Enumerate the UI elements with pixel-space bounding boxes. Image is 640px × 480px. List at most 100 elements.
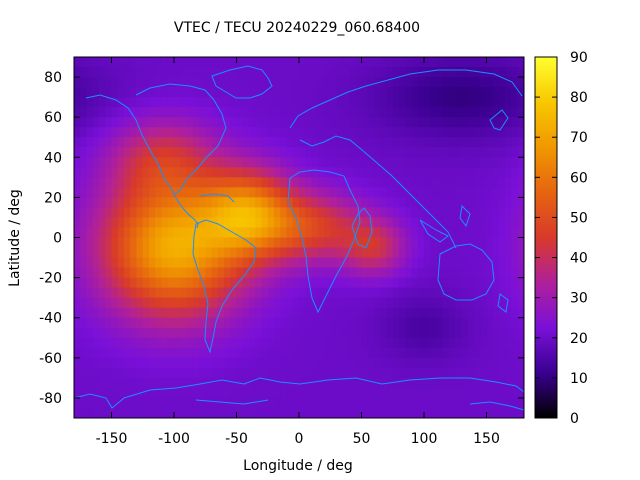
- heatmap-cell: [324, 367, 331, 379]
- heatmap-cell: [355, 107, 363, 118]
- heatmap-cell: [436, 267, 444, 279]
- heatmap-cell: [492, 237, 500, 249]
- y-tick-label: 0: [53, 231, 62, 247]
- heatmap-cell: [124, 167, 131, 178]
- heatmap-cell: [349, 267, 356, 279]
- heatmap-cell: [417, 117, 425, 128]
- heatmap-cell: [411, 207, 419, 219]
- heatmap-cell: [292, 137, 300, 148]
- heatmap-cell: [505, 377, 513, 389]
- heatmap-cell: [455, 147, 463, 158]
- heatmap-cell: [467, 187, 475, 198]
- heatmap-cell: [117, 227, 125, 239]
- heatmap-cell: [399, 327, 406, 339]
- heatmap-cell: [317, 77, 325, 88]
- heatmap-cell: [324, 67, 331, 78]
- heatmap-cell: [80, 127, 88, 138]
- heatmap-cell: [130, 247, 138, 259]
- heatmap-cell: [155, 367, 163, 379]
- heatmap-cell: [480, 147, 488, 158]
- heatmap-cell: [136, 297, 144, 309]
- heatmap-cell: [330, 297, 338, 309]
- heatmap-cell: [355, 317, 363, 329]
- heatmap-cell: [211, 367, 219, 379]
- heatmap-cell: [117, 287, 125, 299]
- heatmap-cell: [186, 87, 194, 98]
- heatmap-cell: [274, 127, 281, 138]
- heatmap-cell: [236, 327, 244, 339]
- heatmap-cell: [199, 387, 206, 399]
- heatmap-cell: [167, 347, 175, 359]
- heatmap-cell: [505, 107, 513, 118]
- heatmap-cell: [386, 387, 394, 399]
- heatmap-cell: [136, 307, 144, 319]
- heatmap-cell: [286, 327, 294, 339]
- heatmap-cell: [405, 127, 413, 138]
- heatmap-cell: [80, 287, 88, 299]
- heatmap-cell: [161, 307, 169, 319]
- heatmap-cell: [192, 387, 200, 399]
- heatmap-cell: [467, 307, 475, 319]
- heatmap-cell: [430, 67, 438, 78]
- heatmap-cell: [486, 247, 494, 259]
- heatmap-cell: [411, 277, 419, 289]
- heatmap-cell: [286, 297, 294, 309]
- heatmap-cell: [455, 157, 463, 168]
- heatmap-cell: [224, 227, 231, 239]
- heatmap-cell: [324, 387, 331, 399]
- heatmap-cell: [499, 177, 506, 188]
- heatmap-cell: [492, 137, 500, 148]
- heatmap-cell: [411, 367, 419, 379]
- heatmap-cell: [317, 187, 325, 198]
- heatmap-cell: [261, 137, 269, 148]
- heatmap-cell: [99, 327, 106, 339]
- heatmap-cell: [130, 257, 138, 269]
- heatmap-cell: [486, 377, 494, 389]
- heatmap-cell: [86, 297, 94, 309]
- heatmap-cell: [286, 407, 294, 418]
- heatmap-cell: [449, 377, 456, 389]
- heatmap-cell: [217, 327, 225, 339]
- heatmap-cell: [430, 267, 438, 279]
- heatmap-cell: [486, 97, 494, 108]
- heatmap-cell: [461, 117, 469, 128]
- heatmap-cell: [280, 307, 288, 319]
- heatmap-cell: [111, 317, 119, 329]
- heatmap-cell: [380, 257, 388, 269]
- heatmap-cell: [267, 107, 275, 118]
- heatmap-cell: [267, 297, 275, 309]
- heatmap-cell: [511, 397, 519, 409]
- heatmap-cell: [361, 87, 369, 98]
- heatmap-cell: [367, 187, 375, 198]
- heatmap-cell: [192, 107, 200, 118]
- heatmap-cell: [230, 367, 238, 379]
- heatmap-cell: [442, 327, 450, 339]
- heatmap-cell: [324, 87, 331, 98]
- heatmap-cell: [199, 97, 206, 108]
- heatmap-cell: [224, 267, 231, 279]
- heatmap-cell: [505, 117, 513, 128]
- heatmap-cell: [405, 157, 413, 168]
- heatmap-cell: [442, 137, 450, 148]
- heatmap-cell: [486, 337, 494, 349]
- heatmap-cell: [511, 97, 519, 108]
- heatmap-cell: [505, 227, 513, 239]
- heatmap-cell: [374, 357, 381, 369]
- heatmap-cell: [124, 247, 131, 259]
- heatmap-cell: [455, 177, 463, 188]
- heatmap-cell: [74, 327, 81, 339]
- heatmap-cell: [449, 227, 456, 239]
- heatmap-cell: [261, 127, 269, 138]
- heatmap-cell: [474, 337, 481, 349]
- heatmap-cell: [161, 397, 169, 409]
- heatmap-cell: [286, 97, 294, 108]
- heatmap-cell: [436, 57, 444, 68]
- heatmap-cell: [230, 167, 238, 178]
- heatmap-cell: [111, 207, 119, 219]
- heatmap-cell: [236, 287, 244, 299]
- heatmap-cell: [480, 297, 488, 309]
- heatmap-cell: [292, 127, 300, 138]
- heatmap-cell: [74, 147, 81, 158]
- heatmap-cell: [442, 357, 450, 369]
- heatmap-cell: [155, 207, 163, 219]
